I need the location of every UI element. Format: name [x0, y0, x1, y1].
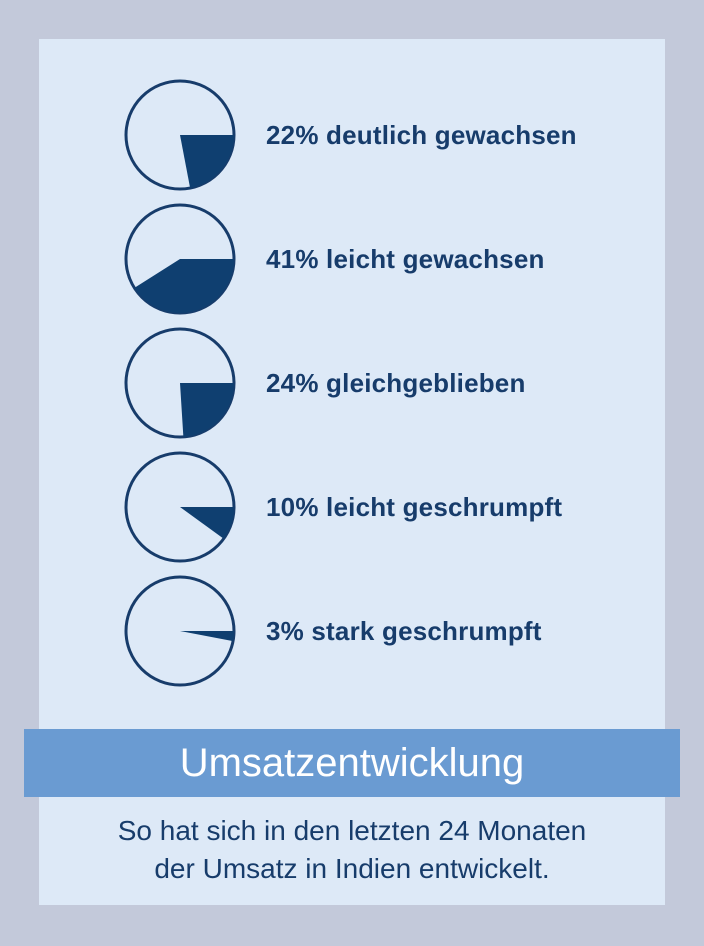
subtitle-line-1: So hat sich in den letzten 24 Monaten [117, 815, 587, 846]
pie-label-4: 10% leicht geschrumpft [266, 491, 563, 522]
pie-slice-3 [180, 383, 234, 437]
pie-row-3: 24% gleichgeblieben [124, 327, 644, 439]
pie-label-5: 3% stark geschrumpft [266, 615, 542, 646]
pie-row-1: 22% deutlich gewachsen [124, 79, 644, 191]
pie-label-2: 41% leicht gewachsen [266, 243, 545, 274]
title-banner: Umsatzentwicklung [24, 729, 680, 797]
page-title: Umsatzentwicklung [179, 740, 525, 785]
pie-slice-2 [134, 259, 234, 313]
pie-slice-4 [180, 507, 234, 539]
subtitle: So hat sich in den letzten 24 Monaten de… [39, 812, 665, 888]
pie-slice-1 [180, 135, 234, 189]
pie-chart-4 [124, 451, 236, 563]
pie-chart-2 [124, 203, 236, 315]
subtitle-line-2: der Umsatz in Indien entwickelt. [154, 853, 550, 884]
pie-row-4: 10% leicht geschrumpft [124, 451, 644, 563]
pie-slice-5 [180, 631, 234, 642]
pie-label-3: 24% gleichgeblieben [266, 367, 526, 398]
pie-row-2: 41% leicht gewachsen [124, 203, 644, 315]
pie-row-5: 3% stark geschrumpft [124, 575, 644, 687]
pie-chart-1 [124, 79, 236, 191]
pie-chart-5 [124, 575, 236, 687]
pie-chart-3 [124, 327, 236, 439]
pie-label-1: 22% deutlich gewachsen [266, 119, 577, 150]
